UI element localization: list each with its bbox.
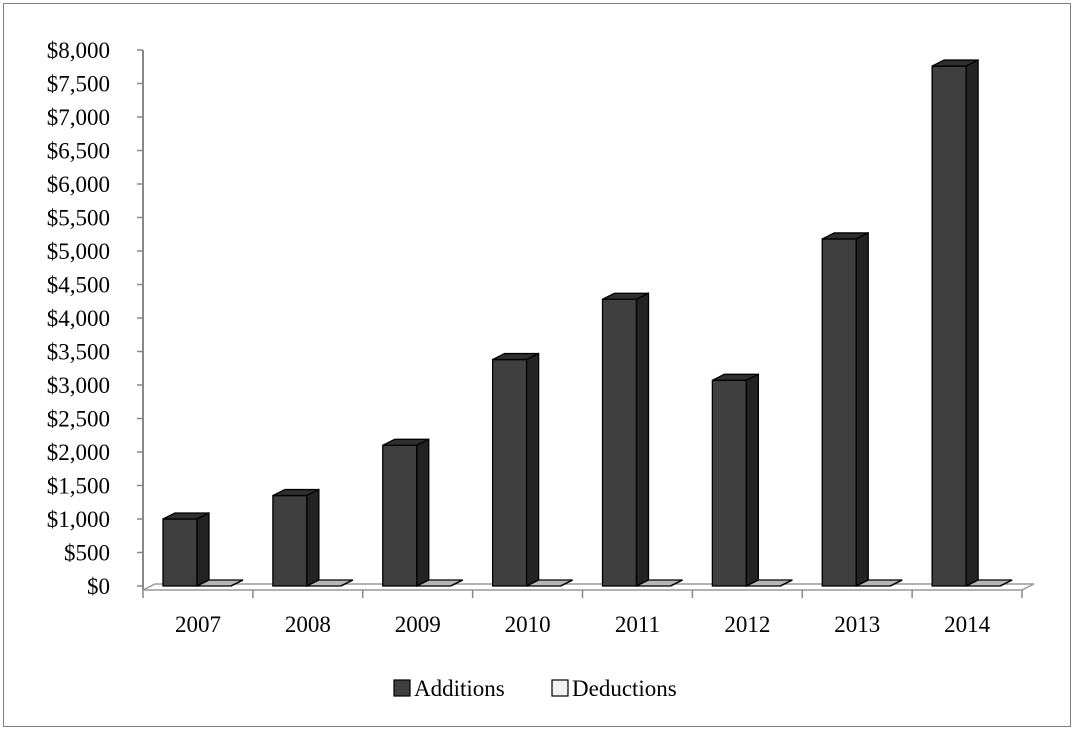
legend-swatch: [551, 679, 569, 697]
y-tick-label: $4,000: [47, 306, 110, 331]
x-tick-label: 2013: [834, 612, 880, 637]
y-tick-label: $6,500: [47, 139, 110, 164]
y-tick-label: $1,000: [47, 507, 110, 532]
bar-additions: [272, 488, 320, 588]
y-tick-label: $7,000: [47, 105, 110, 130]
y-tick-label: $3,000: [47, 373, 110, 398]
chart-bars: [162, 59, 1013, 588]
y-tick-label: $1,500: [47, 474, 110, 499]
bar-deductions: [196, 579, 244, 587]
y-tick-label: $2,500: [47, 407, 110, 432]
x-tick-label: 2012: [724, 612, 770, 637]
bar-deductions: [526, 579, 573, 587]
bar-deductions: [636, 579, 683, 587]
y-tick-label: $5,500: [47, 206, 110, 231]
chart-legend: Additions Deductions: [393, 676, 677, 701]
y-tick-label: $3,500: [47, 340, 110, 365]
bar-additions: [491, 352, 540, 588]
bar-additions: [711, 373, 760, 588]
x-tick-label: 2014: [944, 612, 991, 637]
bar-deductions: [746, 579, 793, 587]
x-tick-label: 2007: [175, 612, 221, 637]
bar-additions: [601, 292, 650, 588]
bar-deductions: [306, 579, 354, 587]
chart-axes: [137, 49, 1035, 598]
bar-deductions: [855, 579, 903, 587]
x-tick-label: 2009: [395, 612, 441, 637]
y-tick-label: $5,000: [47, 239, 110, 264]
y-tick-label: $6,000: [47, 172, 110, 197]
legend-item: Deductions: [551, 676, 677, 701]
y-tick-label: $2,000: [47, 440, 110, 465]
y-tick-label: $500: [64, 541, 110, 566]
y-tick-label: $0: [87, 574, 110, 599]
bar-deductions: [965, 579, 1013, 587]
x-tick-label: 2008: [285, 612, 331, 637]
x-axis-floor: [142, 583, 1035, 591]
legend-label: Additions: [414, 676, 505, 701]
y-axis-tick-labels: $0 $500 $1,000 $1,500 $2,000 $2,500 $3,000 $3,5…: [47, 38, 110, 599]
legend-label: Deductions: [572, 676, 677, 701]
bar-additions: [821, 231, 869, 588]
x-tick-label: 2010: [505, 612, 551, 637]
x-axis-tick-labels: 2007 2008 2009 2010 2011 2012 2013 2014: [175, 612, 991, 637]
bar-additions: [382, 438, 430, 588]
bar-deductions: [416, 579, 464, 587]
bar-additions: [931, 59, 979, 588]
bar-additions: [162, 511, 210, 588]
x-tick-label: 2011: [615, 612, 660, 637]
y-tick-label: $4,500: [47, 273, 110, 298]
y-tick-label: $7,500: [47, 72, 110, 97]
legend-item: Additions: [393, 676, 505, 701]
y-tick-label: $8,000: [47, 38, 110, 63]
legend-swatch: [393, 679, 411, 697]
